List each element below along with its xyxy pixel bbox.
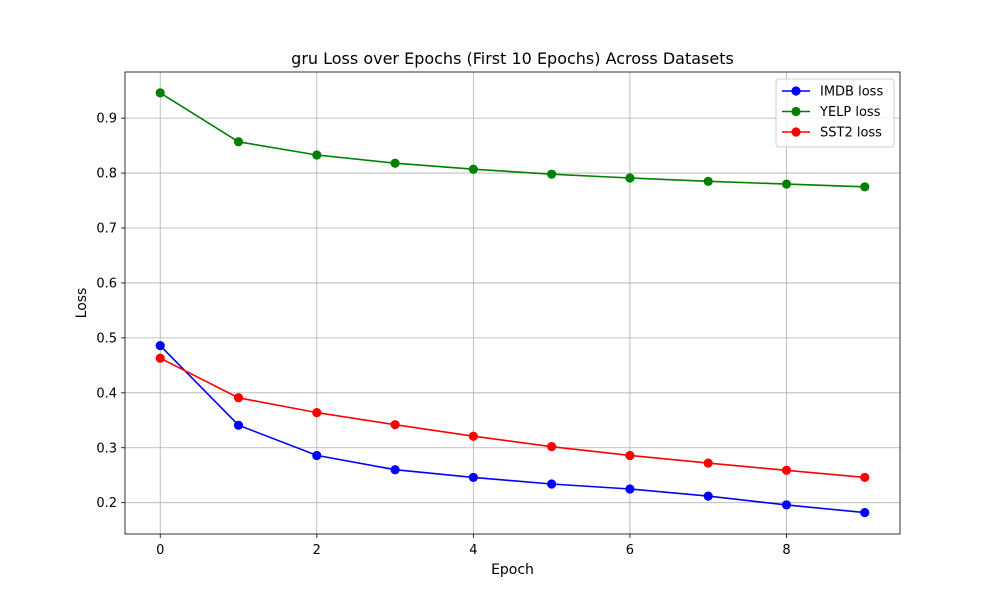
imdb-loss-point xyxy=(390,465,400,475)
yelp-loss-point xyxy=(781,179,792,189)
sst2-loss-point xyxy=(547,442,557,452)
x-axis-label: Epoch xyxy=(491,562,534,578)
legend-frame xyxy=(775,78,895,148)
imdb-loss-point xyxy=(625,484,635,494)
sst2-loss-point xyxy=(625,450,635,461)
yelp-loss-point xyxy=(468,164,478,174)
yelp-loss-point xyxy=(233,137,244,147)
y-tick-label: 0.6 xyxy=(96,276,117,291)
yelp-loss-point xyxy=(860,182,870,192)
series-group xyxy=(155,88,870,518)
imdb-loss-point xyxy=(703,491,713,501)
yelp-loss-point xyxy=(390,158,400,168)
legend: IMDB loss YELP loss SST2 loss xyxy=(775,78,895,148)
legend-imdb-loss-marker xyxy=(791,86,801,96)
yelp-loss-point xyxy=(703,176,713,186)
imdb-loss-point xyxy=(312,450,322,461)
axis-ticks: 0 2 4 6 8 0.2 0.3 0.4 0.5 0.6 0.7 0.8 0.9 xyxy=(96,112,790,558)
sst2-loss-point xyxy=(233,393,244,403)
y-tick-label: 0.9 xyxy=(96,112,117,127)
x-tick-label: 2 xyxy=(313,543,321,558)
grid xyxy=(125,72,900,534)
legend-sst2-loss-marker xyxy=(791,127,801,137)
legend-imdb-loss-label: IMDB loss xyxy=(820,85,883,100)
imdb-loss-point xyxy=(155,340,165,351)
plot-area-frame xyxy=(124,71,901,535)
sst2-loss-point xyxy=(781,465,792,475)
y-tick-label: 0.8 xyxy=(96,167,117,182)
sst2-loss-point xyxy=(860,472,870,483)
imdb-loss-point xyxy=(233,420,244,430)
imdb-loss-line xyxy=(159,345,865,514)
yelp-loss-point xyxy=(625,173,635,183)
sst2-loss-point xyxy=(155,353,165,363)
sst2-loss-line xyxy=(159,357,865,479)
yelp-loss-point xyxy=(155,88,165,98)
y-tick-label: 0.2 xyxy=(96,496,117,511)
yelp-loss-point xyxy=(547,169,557,179)
sst2-loss-point xyxy=(312,407,322,418)
imdb-loss-point xyxy=(547,479,557,489)
y-tick-label: 0.7 xyxy=(96,222,117,237)
sst2-loss-point xyxy=(468,431,478,441)
imdb-loss-point xyxy=(781,500,792,510)
x-tick-label: 0 xyxy=(156,543,164,558)
x-tick-label: 4 xyxy=(469,543,477,558)
chart-title: gru Loss over Epochs (First 10 Epochs) A… xyxy=(291,49,734,68)
imdb-loss-point xyxy=(860,507,870,518)
legend-sst2-loss-label: SST2 loss xyxy=(820,126,882,141)
legend-yelp-loss-marker xyxy=(791,106,801,117)
y-tick-label: 0.5 xyxy=(96,331,117,346)
y-tick-label: 0.4 xyxy=(96,386,117,401)
y-axis-label: Loss xyxy=(74,288,90,319)
imdb-loss-point xyxy=(468,472,478,483)
yelp-loss-line xyxy=(159,92,865,188)
y-tick-label: 0.3 xyxy=(96,441,117,456)
sst2-loss-point xyxy=(390,420,400,430)
yelp-loss-point xyxy=(312,150,322,160)
sst2-loss-point xyxy=(703,458,713,468)
x-tick-label: 8 xyxy=(782,543,790,558)
x-tick-label: 6 xyxy=(626,543,634,558)
legend-yelp-loss-label: YELP loss xyxy=(819,105,881,120)
